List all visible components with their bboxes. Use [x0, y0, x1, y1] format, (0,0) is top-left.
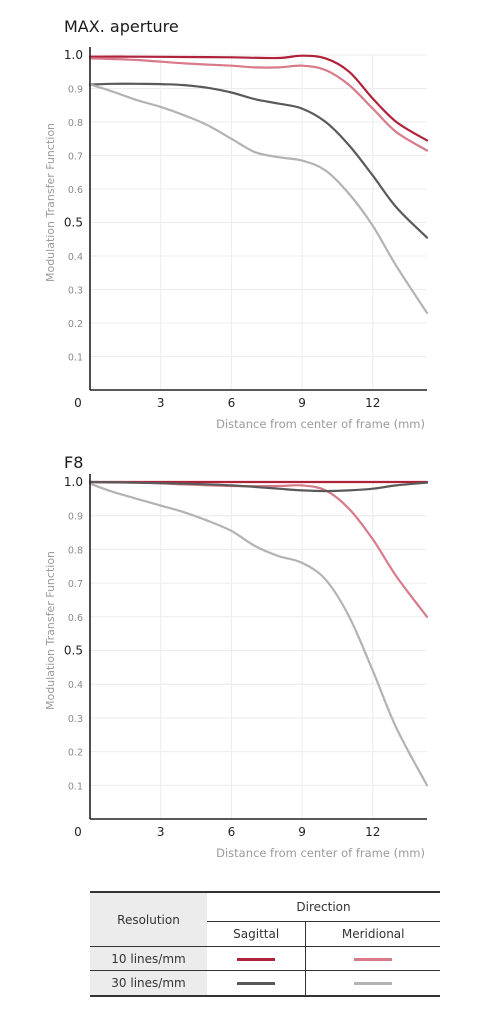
y-tick-label: 0.5 — [64, 216, 83, 230]
chart-title: MAX. aperture — [64, 17, 179, 36]
legend-swatch-30-meridional — [305, 970, 440, 997]
y-tick-label: 0.7 — [68, 579, 83, 590]
legend-swatch-30-sagittal — [207, 970, 306, 997]
y-tick-label: 0.5 — [64, 644, 83, 658]
swatch-10-sagittal — [237, 957, 276, 961]
swatch-30-sagittal — [237, 982, 276, 985]
series-line-4 — [88, 83, 429, 314]
x-tick-label: 3 — [157, 825, 165, 839]
y-tick-label: 0.3 — [68, 286, 83, 297]
chart-title: F8 — [64, 453, 83, 472]
legend-swatch-10-meridional — [305, 946, 440, 971]
legend-row-label-30: 30 lines/mm — [90, 970, 207, 997]
y-tick-label: 1.0 — [64, 48, 83, 62]
y-tick-label: 1.0 — [64, 475, 83, 489]
chart-1: MAX. aperture 1.0 0.9 0.8 0.7 0.6 0.5 0.4 0.3 0.2… — [44, 17, 429, 431]
swatch-30-meridional — [354, 982, 393, 985]
direction-header: Direction — [207, 891, 440, 922]
sagittal-header: Sagittal — [207, 921, 306, 947]
series-line-3 — [88, 82, 429, 239]
y-tick-label: 0.4 — [68, 252, 83, 263]
legend-row-label-10: 10 lines/mm — [90, 946, 207, 971]
x-tick-label: 9 — [298, 396, 306, 410]
y-axis-label: Modulation Transfer Function — [44, 551, 57, 710]
y-tick-label: 0.3 — [68, 714, 83, 725]
y-tick-label: 0.9 — [68, 512, 83, 523]
meridional-header: Meridional — [305, 921, 440, 947]
x-tick-label: 6 — [228, 396, 236, 410]
x-tick-label: 0 — [74, 396, 82, 410]
y-tick-label: 0.6 — [68, 613, 83, 624]
y-axis-label: Modulation Transfer Function — [44, 123, 57, 282]
y-tick-label: 0.1 — [68, 781, 83, 792]
x-tick-label: 12 — [365, 396, 380, 410]
x-tick-label: 6 — [228, 825, 236, 839]
series-line-1 — [88, 54, 429, 142]
series-line-4 — [88, 482, 429, 787]
y-tick-label: 0.2 — [68, 319, 83, 330]
y-tick-label: 0.8 — [68, 545, 83, 556]
y-tick-label: 0.6 — [68, 185, 83, 196]
y-tick-label: 0.2 — [68, 748, 83, 759]
x-tick-label: 12 — [365, 825, 380, 839]
y-tick-label: 0.7 — [68, 152, 83, 163]
y-tick-label: 0.4 — [68, 680, 83, 691]
legend-table: Resolution Direction Sagittal Meridional… — [90, 891, 440, 997]
resolution-header: Resolution — [90, 891, 207, 947]
series-line-3 — [88, 480, 429, 493]
chart-2: F8 1.0 0.9 0.8 0.7 0.6 0.5 0.4 0.3 0.2 0.1 0 3 6 9 12 Di… — [44, 453, 429, 860]
x-tick-label: 3 — [157, 396, 165, 410]
y-tick-label: 0.1 — [68, 353, 83, 364]
swatch-10-meridional — [354, 957, 393, 961]
legend-swatch-10-sagittal — [207, 946, 306, 971]
x-tick-label: 9 — [298, 825, 306, 839]
y-tick-label: 0.9 — [68, 85, 83, 96]
x-axis-label: Distance from center of frame (mm) — [216, 417, 425, 431]
x-tick-label: 0 — [74, 825, 82, 839]
mtf-charts: MAX. aperture 1.0 0.9 0.8 0.7 0.6 0.5 0.4 0.3 0.2… — [44, 17, 429, 860]
x-axis-label: Distance from center of frame (mm) — [216, 846, 425, 860]
series-line-2 — [88, 57, 429, 152]
y-tick-label: 0.8 — [68, 118, 83, 129]
